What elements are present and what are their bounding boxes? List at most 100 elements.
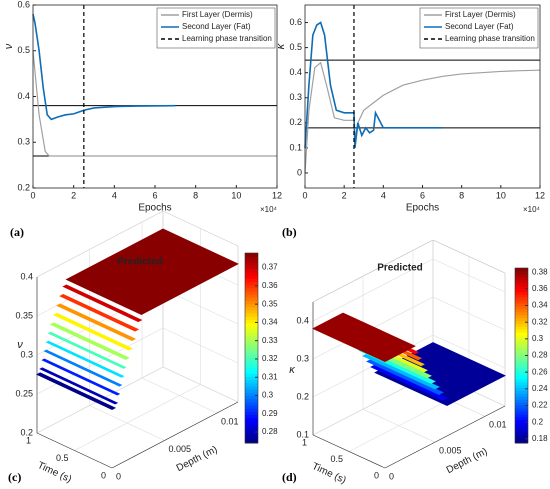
colorbar-tick-label: 0.3 bbox=[262, 391, 274, 400]
colorbar-cell bbox=[245, 303, 258, 308]
colorbar-cell bbox=[245, 386, 258, 390]
prediction-strip bbox=[47, 331, 127, 369]
colorbar-cell bbox=[245, 329, 258, 333]
colorbar-cell bbox=[245, 297, 258, 301]
colorbar-cell bbox=[245, 376, 258, 381]
colorbar-cell bbox=[245, 335, 258, 339]
y-tick-label: 0.4 bbox=[289, 67, 302, 77]
colorbar-tick-label: 0.3 bbox=[532, 334, 544, 343]
prediction-strip bbox=[45, 340, 125, 378]
legend-label: First Layer (Dermis) bbox=[182, 10, 253, 19]
colorbar-cell bbox=[515, 305, 528, 310]
colorbar-tick-label: 0.22 bbox=[532, 401, 548, 410]
x-tick-label: 6 bbox=[420, 190, 425, 200]
prediction-strip bbox=[39, 367, 119, 405]
colorbar-cell bbox=[245, 398, 258, 403]
legend-label: Second Layer (Fat) bbox=[445, 22, 514, 31]
colorbar-cell bbox=[245, 395, 258, 400]
x-exponent: ×10⁴ bbox=[260, 205, 278, 214]
y-tick-label: 0.2 bbox=[17, 182, 30, 192]
y-tick-label: 0.01 bbox=[221, 416, 239, 426]
colorbar-cell bbox=[515, 405, 528, 409]
y-tick-label: 0.1 bbox=[289, 142, 302, 152]
colorbar-tick-label: 0.28 bbox=[262, 427, 278, 436]
chart-title: Predicted bbox=[377, 263, 423, 274]
colorbar-cell bbox=[245, 392, 258, 396]
colorbar-cell bbox=[515, 399, 528, 403]
prediction-strip bbox=[43, 349, 123, 387]
y-grid-line bbox=[362, 408, 436, 443]
colorbar-cell bbox=[515, 323, 528, 327]
colorbar-cell bbox=[245, 357, 258, 362]
x-tick-label: 0 bbox=[302, 190, 307, 200]
colorbar-cell bbox=[245, 411, 258, 415]
colorbar-cell bbox=[245, 322, 258, 327]
x-tick-label: 0 bbox=[101, 470, 106, 480]
z-grid-line bbox=[36, 327, 164, 395]
colorbar-cell bbox=[245, 262, 258, 267]
z-axis-label: ν bbox=[17, 339, 23, 351]
colorbar-cell bbox=[515, 294, 528, 298]
prediction-strip bbox=[49, 322, 130, 360]
prediction-strip bbox=[41, 358, 121, 396]
y-tick-label: 0 bbox=[389, 471, 394, 481]
colorbar-cell bbox=[245, 373, 258, 377]
colorbar-cell bbox=[245, 253, 258, 257]
colorbar-cell bbox=[515, 434, 528, 438]
colorbar-cell bbox=[515, 375, 528, 380]
prediction-strip bbox=[59, 294, 140, 332]
colorbar-cell bbox=[245, 408, 258, 412]
colorbar-cell bbox=[245, 278, 258, 282]
colorbar-cell bbox=[515, 303, 528, 307]
y-axis bbox=[384, 405, 506, 469]
x-tick-label: 2 bbox=[71, 190, 76, 200]
colorbar-cell bbox=[515, 413, 528, 418]
x-tick-label: 10 bbox=[231, 190, 241, 200]
colorbar-tick-label: 0.33 bbox=[262, 336, 278, 345]
x-tick-label: 4 bbox=[112, 190, 117, 200]
colorbar-cell bbox=[515, 425, 528, 429]
colorbar-cell bbox=[515, 308, 528, 313]
colorbar-cell bbox=[515, 428, 528, 432]
z-tick-label: 0.35 bbox=[15, 310, 33, 320]
z-tick-label: 0.2 bbox=[296, 391, 309, 401]
colorbar-cell bbox=[515, 297, 528, 301]
colorbar-cell bbox=[245, 332, 258, 336]
colorbar-tick-label: 0.37 bbox=[262, 263, 278, 272]
x-tick-label: 6 bbox=[152, 190, 157, 200]
colorbar-cell bbox=[245, 401, 258, 406]
colorbar-cell bbox=[515, 373, 528, 377]
colorbar-cell bbox=[515, 268, 528, 272]
colorbar-box bbox=[244, 252, 259, 444]
colorbar-cell bbox=[245, 439, 258, 444]
panel-label: (a) bbox=[10, 225, 24, 239]
colorbar-cell bbox=[515, 346, 528, 351]
colorbar-cell bbox=[515, 396, 528, 400]
colorbar-cell bbox=[515, 402, 528, 406]
x-tick-label: 1 bbox=[26, 435, 31, 445]
colorbar-tick-label: 0.28 bbox=[532, 351, 548, 360]
y-axis-label: κ bbox=[275, 43, 287, 49]
y-tick-label: 0.5 bbox=[289, 42, 302, 52]
legend-label: Learning phase transition bbox=[182, 34, 272, 43]
colorbar-cell bbox=[515, 358, 528, 362]
colorbar-cell bbox=[245, 281, 258, 286]
y-tick-label: 0.4 bbox=[17, 91, 30, 101]
colorbar-cell bbox=[515, 387, 528, 391]
x-tick-label: 0 bbox=[374, 470, 379, 480]
chart-title: Predicted bbox=[117, 257, 163, 268]
colorbar-cell bbox=[245, 420, 258, 425]
colorbar-cell bbox=[245, 433, 258, 438]
colorbar-cell bbox=[515, 367, 528, 371]
legend-label: Learning phase transition bbox=[445, 34, 535, 43]
colorbar-tick-label: 0.18 bbox=[532, 434, 548, 443]
y-tick-label: 0.2 bbox=[289, 117, 302, 127]
colorbar-cell bbox=[245, 284, 258, 289]
colorbar-cell bbox=[245, 414, 258, 419]
colorbar-cell bbox=[245, 319, 258, 324]
series-line bbox=[32, 13, 176, 121]
colorbar-cell bbox=[245, 344, 258, 349]
colorbar-cell bbox=[515, 285, 528, 289]
colorbar-cell bbox=[245, 313, 258, 317]
